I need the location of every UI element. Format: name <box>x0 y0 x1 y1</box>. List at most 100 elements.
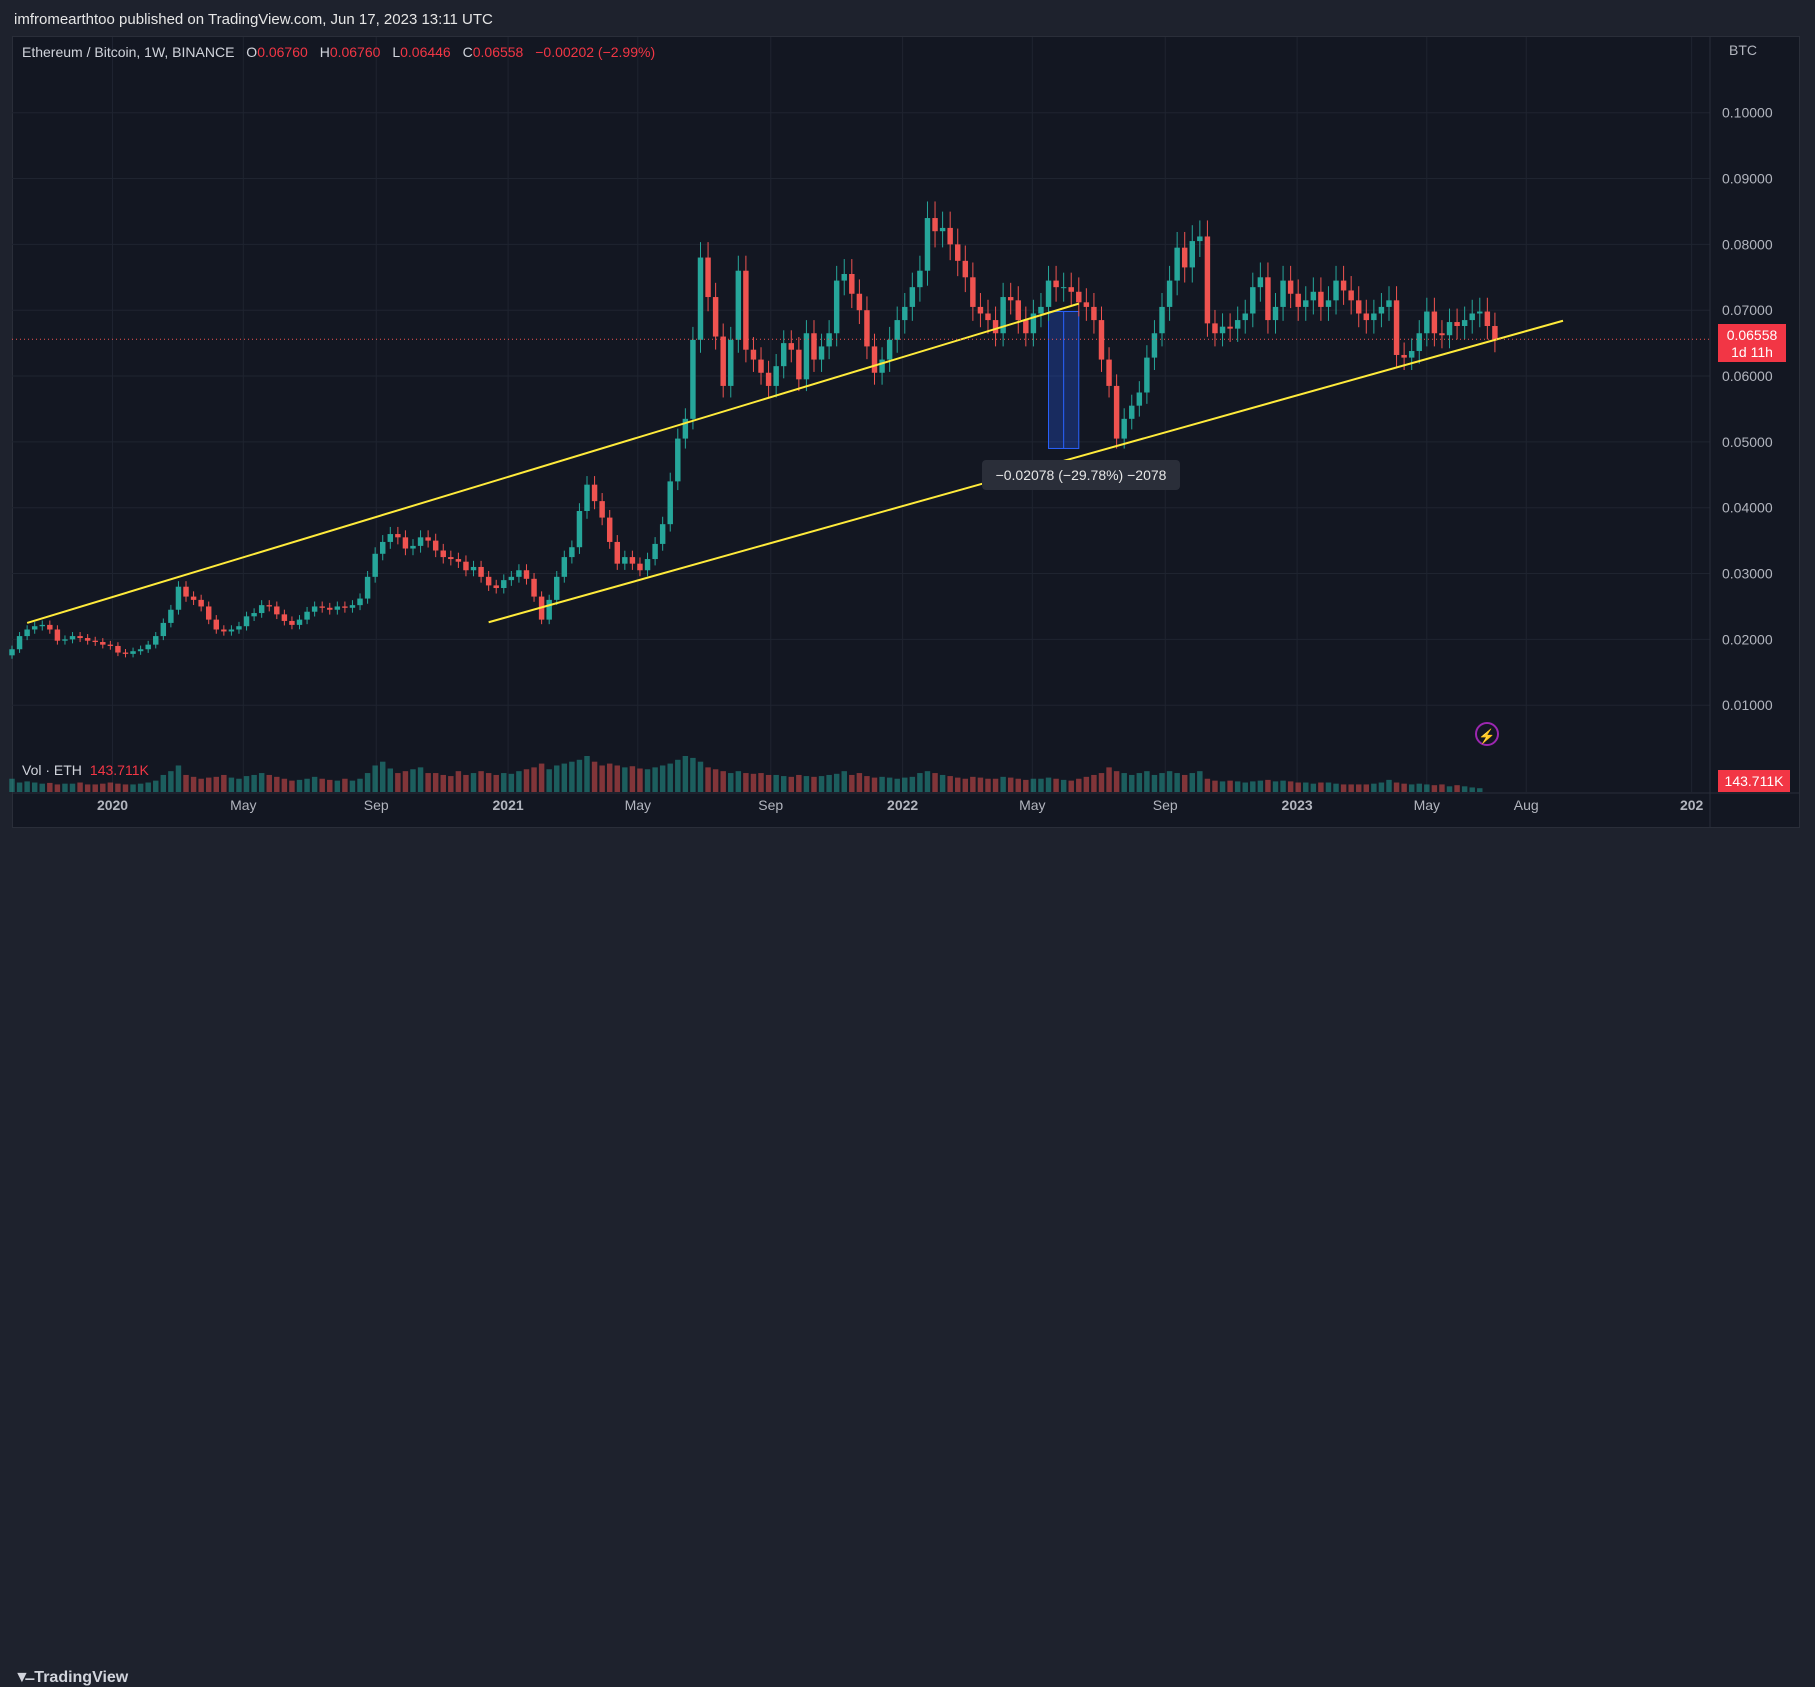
volume-bar <box>1363 784 1370 792</box>
candle-body <box>1386 300 1392 307</box>
candle-body <box>1076 291 1082 303</box>
candle-body <box>183 586 189 597</box>
candle-body <box>137 649 144 652</box>
lightning-icon[interactable]: ⚡ <box>1475 722 1499 746</box>
trend-line <box>26 302 1080 624</box>
volume-bar <box>735 771 742 792</box>
price-chart[interactable]: 0.10000 0.09000 0.08000 0.07000 0.06000 0.050… <box>0 0 1815 871</box>
candle-body <box>1098 320 1105 360</box>
volume-bar <box>682 756 689 792</box>
candle-body <box>1469 313 1475 321</box>
volume-bar <box>924 771 931 792</box>
candle-body <box>84 638 91 641</box>
volume-bar <box>894 778 900 792</box>
candle-body <box>296 619 303 625</box>
candle-body <box>947 227 953 245</box>
candle-body <box>508 576 515 581</box>
candle-body <box>1348 290 1354 301</box>
volume-bar <box>1401 783 1407 792</box>
high-label: H <box>319 44 330 60</box>
candle-body <box>1204 236 1211 324</box>
candle-body <box>909 287 916 307</box>
x-tick-label: 2022 <box>887 797 918 813</box>
candle-body <box>364 576 371 599</box>
candle-body <box>205 606 212 620</box>
volume-bar <box>1045 777 1052 792</box>
candle-body <box>1295 293 1301 307</box>
candle-body <box>1060 287 1067 289</box>
candle-body <box>569 547 575 558</box>
x-tick-label: 202 <box>1680 797 1704 813</box>
candle-body <box>432 540 439 551</box>
volume-bar <box>864 776 870 792</box>
candle-body <box>1227 326 1233 329</box>
volume-bar <box>955 777 961 792</box>
volume-bar <box>493 774 499 792</box>
candle-body <box>485 576 492 586</box>
volume-bar <box>485 773 492 792</box>
candle-body <box>902 306 908 321</box>
bar-countdown: 1d 11h <box>1731 344 1773 360</box>
volume-bar <box>205 777 212 792</box>
volume-bar <box>1083 776 1090 792</box>
candle-body <box>402 537 409 549</box>
volume-bar <box>939 774 946 792</box>
candle-body <box>622 557 628 564</box>
candle-body <box>1106 359 1112 386</box>
candle-body <box>1181 247 1188 268</box>
candle-body <box>1446 322 1453 336</box>
x-tick-label: May <box>1019 797 1045 813</box>
candle-body <box>1113 385 1120 439</box>
volume-bar <box>243 776 250 792</box>
candle-body <box>319 606 325 608</box>
volume-bar <box>697 761 704 792</box>
candle-body <box>501 580 507 589</box>
candle-body <box>667 481 673 525</box>
publish-info: imfromearthtoo published on TradingView.… <box>14 11 493 28</box>
candle-body <box>780 343 787 367</box>
y-tick-label: 0.09000 <box>1722 171 1773 187</box>
candle-body <box>1030 313 1037 334</box>
volume-bar <box>1159 773 1165 792</box>
candle-body <box>1144 357 1150 393</box>
volume-bar <box>1303 782 1309 792</box>
candle-body <box>425 537 431 541</box>
candle-body <box>584 484 590 511</box>
candle-body <box>1477 311 1483 314</box>
volume-bar <box>1356 784 1362 792</box>
x-tick-label: May <box>625 797 651 813</box>
candle-body <box>516 570 522 577</box>
volume-bar <box>1378 782 1385 792</box>
candle-body <box>811 333 817 360</box>
volume-bar <box>1454 785 1460 792</box>
x-tick-label: Sep <box>758 797 783 813</box>
volume-bar <box>145 782 151 792</box>
candle-body <box>175 586 182 610</box>
candle-body <box>1287 280 1294 294</box>
candle-body <box>1091 306 1097 321</box>
candle-body <box>493 585 499 589</box>
high-value: 0.06760 <box>329 44 381 60</box>
volume-bar <box>258 773 265 792</box>
volume-bar <box>183 774 189 792</box>
volume-bar <box>977 777 984 792</box>
y-tick-label: 0.01000 <box>1722 697 1773 713</box>
candle-body <box>856 293 863 311</box>
candle-body <box>168 609 174 623</box>
chart-panel[interactable] <box>12 36 1800 828</box>
candle-body <box>1045 280 1052 307</box>
candle-body <box>1424 311 1430 334</box>
candle-body <box>682 418 689 439</box>
candle-body <box>1356 300 1362 314</box>
volume-bar <box>962 778 969 792</box>
volume-bar <box>1446 786 1453 792</box>
volume-bar <box>190 776 197 792</box>
candle-body <box>1219 326 1226 334</box>
candle-body <box>720 336 726 386</box>
candle-body <box>554 576 560 600</box>
tradingview-logo[interactable]: ▼̶ TradingView <box>14 1669 128 1687</box>
volume-bar <box>1371 783 1377 792</box>
candle-body <box>614 541 620 564</box>
volume-bar <box>1144 771 1150 792</box>
candle-body <box>1303 300 1309 307</box>
